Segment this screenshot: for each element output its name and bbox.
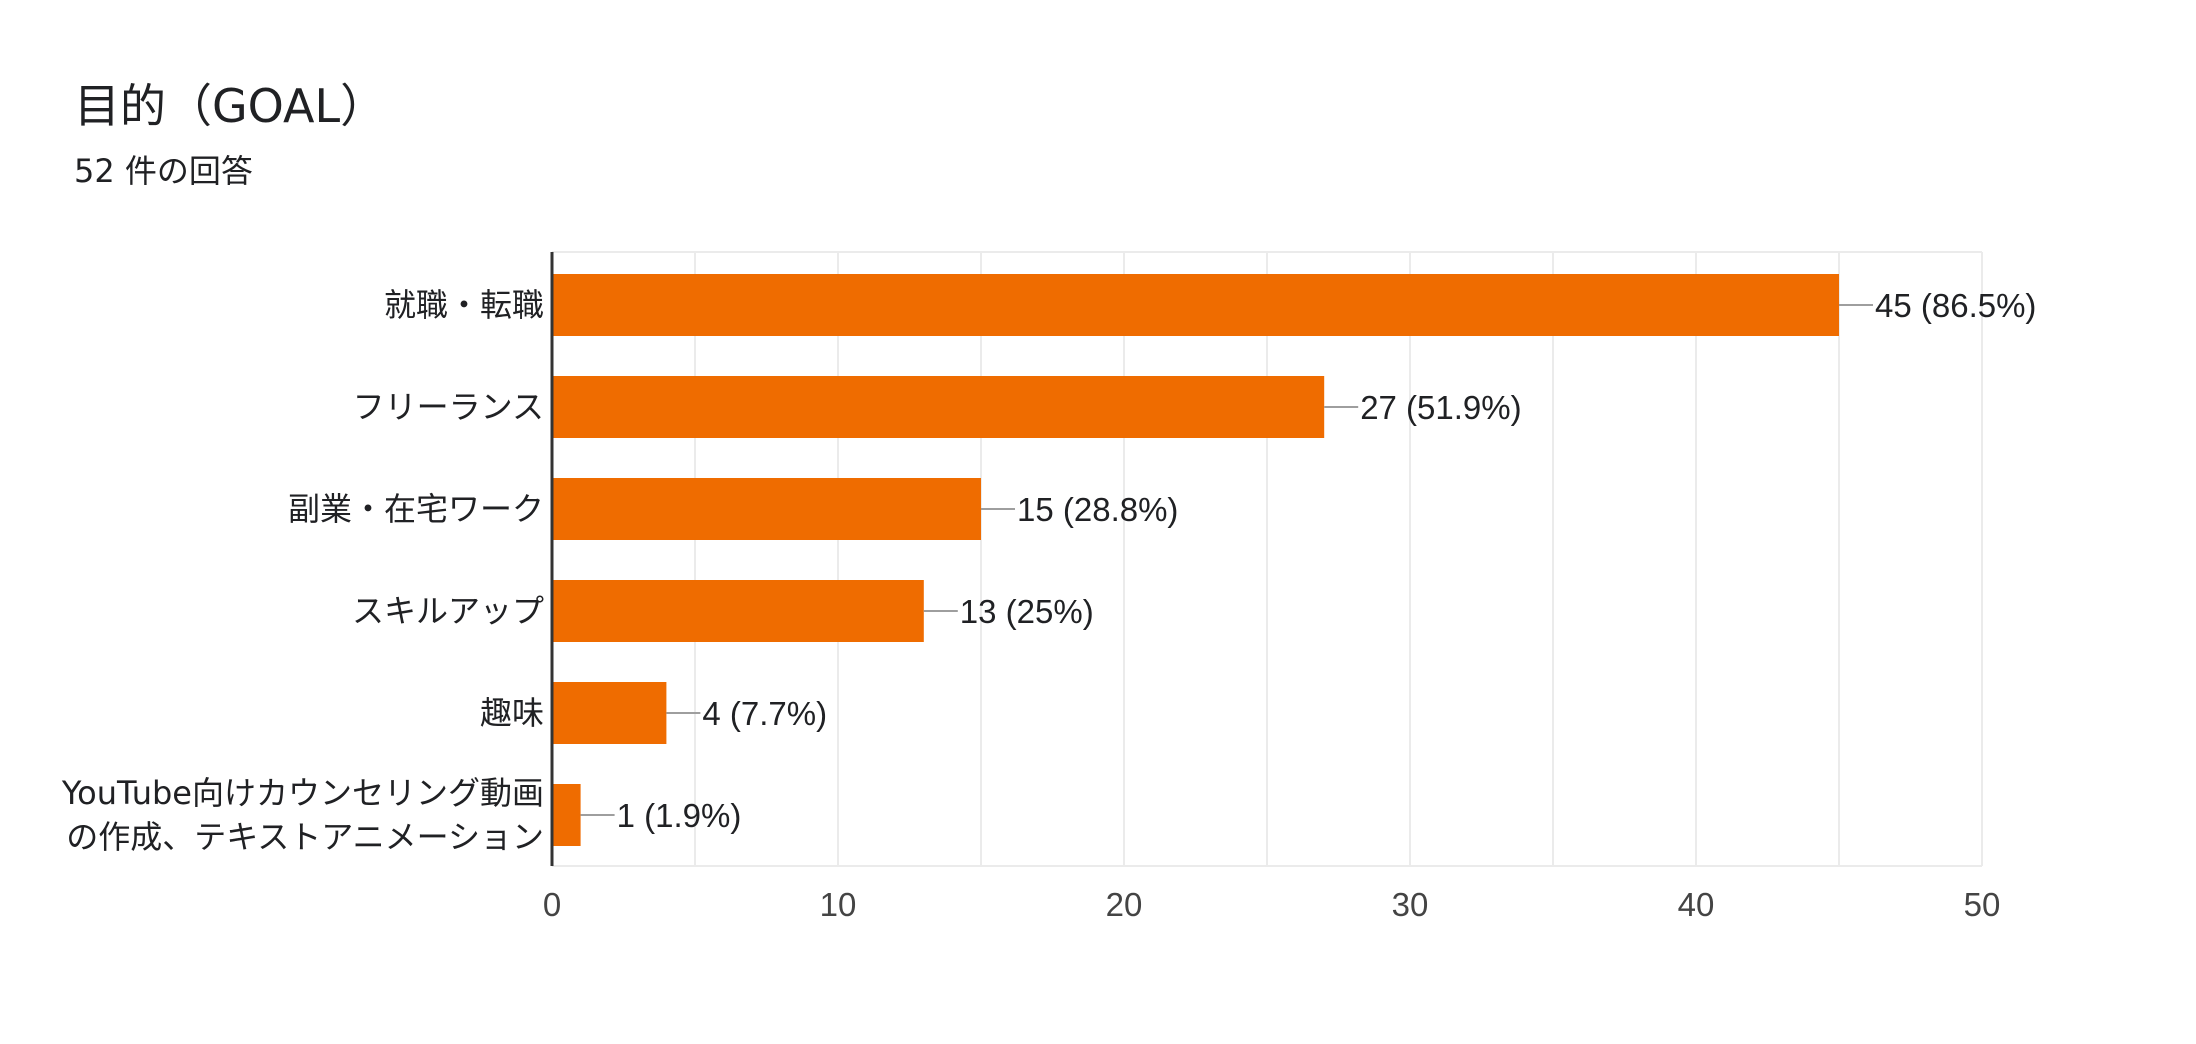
category-label: 副業・在宅ワーク — [288, 490, 544, 528]
data-label: 15 (28.8%) — [1017, 491, 1178, 528]
axis-layer: 0 10 20 30 40 50 — [543, 252, 2001, 923]
x-tick-label: 0 — [543, 886, 561, 923]
category-label: スキルアップ — [352, 592, 544, 630]
data-label: 13 (25%) — [960, 593, 1094, 630]
bar — [552, 478, 981, 540]
bar — [552, 274, 1839, 336]
category-label: 趣味 — [480, 694, 544, 732]
category-label: 就職・転職 — [384, 286, 544, 324]
label-layer: 45 (86.5%) 就職・転職 27 (51.9%) フリーランス 15 (28.8%… — [61, 286, 2037, 856]
x-tick-label: 20 — [1106, 886, 1143, 923]
category-label: フリーランス — [353, 388, 544, 426]
bar — [552, 682, 667, 744]
category-label: の作成、テキストアニメーション — [66, 818, 544, 856]
bar — [552, 784, 581, 846]
x-tick-label: 50 — [1964, 886, 2001, 923]
category-label: YouTube向けカウンセリング動画 — [61, 774, 544, 812]
data-label: 4 (7.7%) — [702, 695, 827, 732]
grid-layer — [552, 251, 1983, 867]
bar-layer — [552, 274, 1839, 846]
x-tick-label: 30 — [1392, 886, 1429, 923]
x-tick-label: 40 — [1678, 886, 1715, 923]
x-tick-label: 10 — [820, 886, 857, 923]
chart-title: 目的（GOAL） — [74, 79, 387, 133]
chart-subtitle: 52 件の回答 — [74, 152, 253, 190]
bar — [552, 376, 1325, 438]
data-label: 1 (1.9%) — [617, 797, 742, 834]
data-label: 27 (51.9%) — [1360, 389, 1521, 426]
bar — [552, 580, 924, 642]
data-label: 45 (86.5%) — [1875, 287, 2036, 324]
